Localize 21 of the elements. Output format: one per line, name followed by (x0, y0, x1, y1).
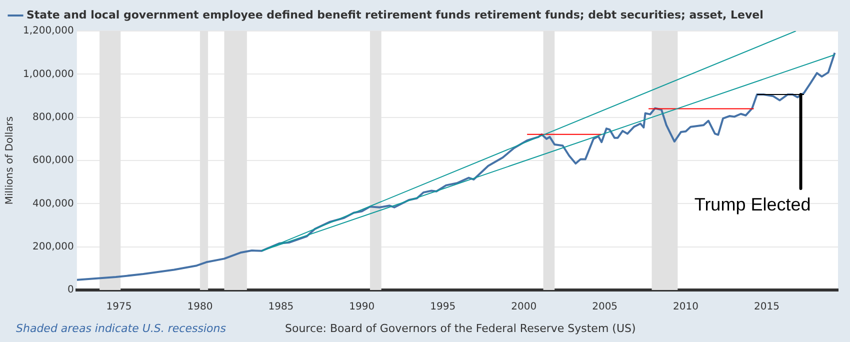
x-tick-label: 1985 (268, 302, 294, 313)
x-tick-label: 2000 (511, 302, 537, 313)
y-tick-label: 600,000 (32, 155, 74, 166)
x-tick-label: 2005 (592, 302, 618, 313)
y-axis-title: Millions of Dollars (4, 116, 16, 205)
y-tick-label: 1,000,000 (22, 68, 74, 80)
y-tick-label: 0 (68, 284, 74, 296)
x-tick-label: 1980 (187, 302, 213, 313)
y-tick-label: 800,000 (32, 112, 74, 123)
y-tick-label: 400,000 (32, 198, 74, 210)
text: Shaded areas indicate U.S. recessions (16, 322, 226, 335)
x-tick-label: 2010 (673, 302, 699, 313)
y-tick-label: 200,000 (32, 241, 74, 252)
y-tick-label: 1,200,000 (22, 26, 74, 37)
legend-label: State and local government employee defined benefit retirement funds retirement funds; debt securities; asset, Level (26, 8, 764, 22)
x-tick-label: 1990 (349, 302, 375, 313)
source-note: Source: Board of Governors of the Federal Reserve System (US) (285, 322, 636, 335)
x-tick-label: 2015 (754, 302, 780, 313)
annotation: Trump Elected (694, 194, 811, 215)
x-tick-label: 1975 (106, 302, 132, 313)
x-tick-label: 1995 (430, 302, 456, 313)
